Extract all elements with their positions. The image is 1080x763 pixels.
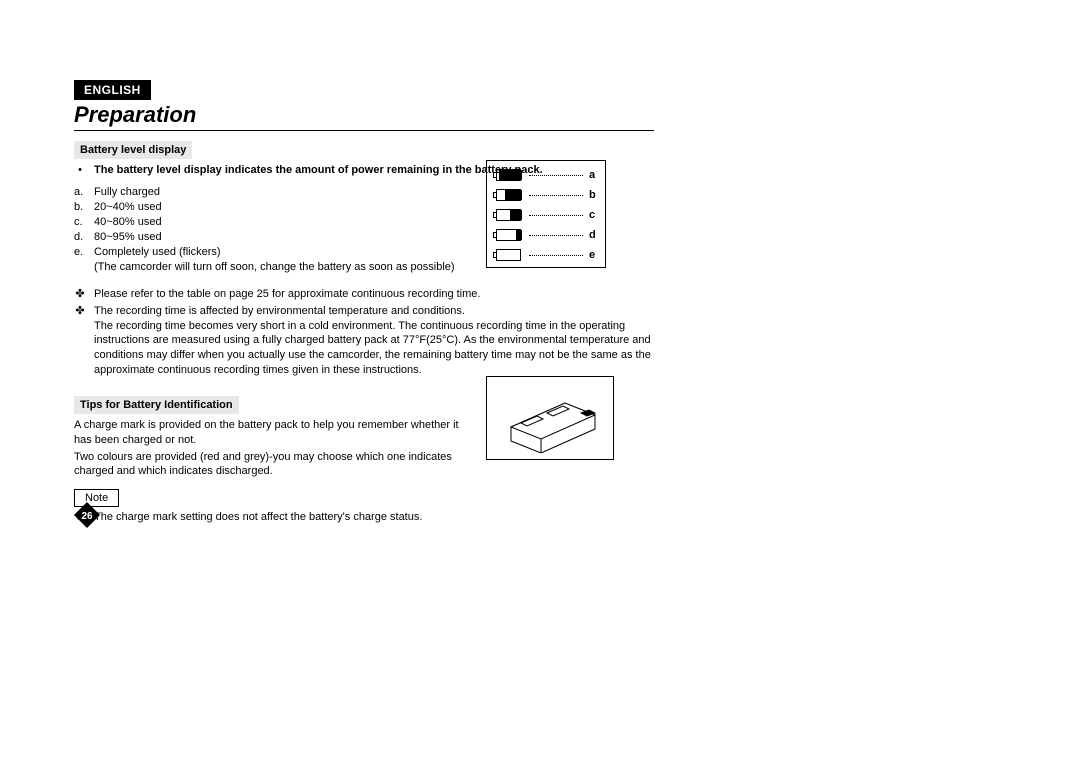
- battery-icon: [493, 189, 523, 201]
- list-letter: c.: [74, 216, 88, 228]
- list-letter: b.: [74, 201, 88, 213]
- tips-paragraph-1: A charge mark is provided on the battery…: [74, 418, 474, 448]
- maltese-cross-icon: ✤: [74, 304, 86, 378]
- battery-level-row: d: [493, 229, 599, 241]
- battery-label: d: [589, 229, 599, 241]
- battery-level-row: e: [493, 249, 599, 261]
- dotted-leader: [529, 235, 583, 236]
- list-letter: d.: [74, 231, 88, 243]
- bullet-dot-icon: •: [74, 163, 86, 178]
- battery-icon: [493, 209, 523, 221]
- cross-note-row: ✤ Please refer to the table on page 25 f…: [74, 287, 654, 302]
- cross-note-row: ✤ The recording time is affected by envi…: [74, 304, 654, 378]
- cross-notes: ✤ Please refer to the table on page 25 f…: [74, 287, 654, 378]
- battery-label: b: [589, 189, 599, 201]
- battery-levels-figure: a b c d e: [486, 160, 606, 268]
- battery-level-row: c: [493, 209, 599, 221]
- battery-fill: [516, 230, 522, 240]
- battery-icon: [493, 229, 523, 241]
- battery-fill: [499, 170, 522, 180]
- maltese-cross-icon: ✤: [74, 287, 86, 302]
- battery-level-row: b: [493, 189, 599, 201]
- battery-icon: [493, 169, 523, 181]
- battery-level-heading: Battery level display: [74, 141, 192, 159]
- battery-icon: [493, 249, 523, 261]
- battery-fill: [505, 190, 522, 200]
- page-number-badge: 26: [74, 502, 100, 528]
- cross-note-text: The recording time is affected by enviro…: [94, 304, 654, 378]
- tips-heading: Tips for Battery Identification: [74, 396, 239, 414]
- tips-paragraph-2: Two colours are provided (red and grey)-…: [74, 450, 474, 480]
- dotted-leader: [529, 175, 583, 176]
- battery-label: a: [589, 169, 599, 181]
- page-number-text: 26: [81, 511, 93, 522]
- battery-level-row: a: [493, 169, 599, 181]
- language-badge: ENGLISH: [74, 80, 151, 100]
- list-letter: a.: [74, 186, 88, 198]
- battery-label: c: [589, 209, 599, 221]
- note-text: The charge mark setting does not affect …: [94, 511, 422, 523]
- cross-note-text: Please refer to the table on page 25 for…: [94, 287, 480, 302]
- dotted-leader: [529, 215, 583, 216]
- note-line: ■ The charge mark setting does not affec…: [74, 511, 654, 523]
- dotted-leader: [529, 255, 583, 256]
- battery-pack-icon: [491, 383, 609, 453]
- dotted-leader: [529, 195, 583, 196]
- battery-label: e: [589, 249, 599, 261]
- battery-pack-figure: [486, 376, 614, 460]
- section-title: Preparation: [74, 102, 654, 131]
- list-letter: e.: [74, 246, 88, 258]
- battery-fill: [510, 210, 522, 220]
